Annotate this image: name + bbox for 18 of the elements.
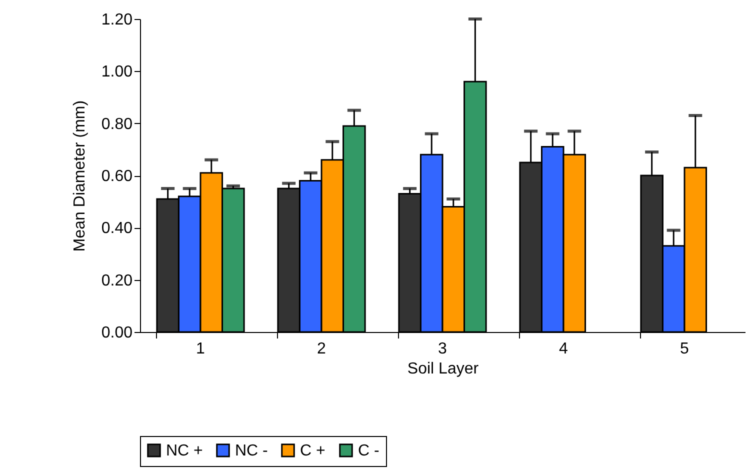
y-tick-label: 0.40 — [101, 220, 133, 238]
y-axis-title: Mean Diameter (mm) — [71, 100, 88, 252]
x-tick-label: 4 — [559, 340, 568, 358]
y-tick-label: 1.20 — [101, 12, 133, 28]
x-tick-label: 5 — [680, 340, 690, 358]
legend-label: NC + — [166, 442, 203, 460]
x-tick-label: 1 — [196, 340, 206, 358]
y-tick-label: 0.00 — [101, 324, 133, 342]
legend-label: NC - — [235, 442, 268, 460]
x-tick-label: 2 — [317, 340, 326, 358]
legend-label: C - — [358, 442, 380, 460]
y-tick-label: 1.00 — [101, 64, 133, 81]
x-axis-title: Soil Layer — [407, 360, 480, 378]
x-tick-label: 3 — [438, 340, 448, 358]
y-tick-label: 0.80 — [101, 116, 133, 133]
legend-label: C + — [300, 442, 326, 460]
y-tick-label: 0.20 — [101, 272, 133, 290]
y-tick-label: 0.60 — [101, 168, 133, 185]
